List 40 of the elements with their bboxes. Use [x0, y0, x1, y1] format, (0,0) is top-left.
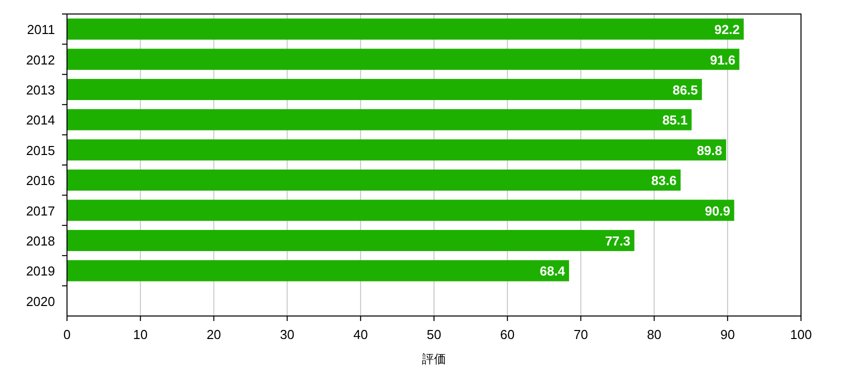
- data-label: 77.3: [605, 234, 630, 248]
- y-tick-label: 2012: [26, 52, 55, 68]
- data-label: 83.6: [651, 173, 677, 188]
- bar: [67, 78, 702, 100]
- data-label: 86.5: [672, 82, 698, 98]
- bar: [67, 18, 744, 40]
- y-tick-label: 2013: [26, 82, 55, 98]
- x-tick-label: 20: [206, 327, 222, 342]
- bar: [67, 230, 634, 252]
- data-label: 85.1: [662, 112, 688, 128]
- x-tick-label: 60: [500, 327, 515, 342]
- x-tick-label: 100: [790, 327, 812, 342]
- bar: [67, 139, 726, 160]
- y-tick-label: 2017: [26, 203, 55, 218]
- bar: [67, 260, 570, 282]
- y-tick-label: 2016: [26, 173, 55, 188]
- data-label: 90.9: [704, 203, 730, 218]
- data-label: 91.6: [710, 52, 736, 68]
- y-tick-label: 2011: [27, 22, 55, 38]
- data-label: 68.4: [540, 264, 566, 279]
- x-tick-label: 10: [133, 327, 148, 342]
- bar: [67, 48, 740, 70]
- x-tick-label: 0: [63, 327, 71, 342]
- x-tick-label: 80: [646, 327, 662, 342]
- x-tick-label: 50: [426, 327, 442, 342]
- x-tick-label: 70: [574, 327, 588, 342]
- x-axis-title: 評価: [422, 352, 446, 366]
- x-tick-label: 40: [353, 327, 368, 342]
- y-tick-label: 2019: [26, 264, 55, 279]
- x-tick-label: 30: [280, 327, 294, 342]
- x-tick-label: 90: [720, 327, 735, 342]
- y-tick-label: 2015: [26, 142, 55, 158]
- bar: [67, 200, 734, 221]
- data-label: 89.8: [696, 142, 722, 158]
- bar: [67, 170, 681, 191]
- y-tick-label: 2014: [26, 112, 55, 128]
- data-label: 92.2: [714, 22, 740, 38]
- y-tick-label: 2020: [26, 294, 55, 309]
- y-tick-label: 2018: [26, 234, 55, 248]
- bar: [67, 109, 692, 130]
